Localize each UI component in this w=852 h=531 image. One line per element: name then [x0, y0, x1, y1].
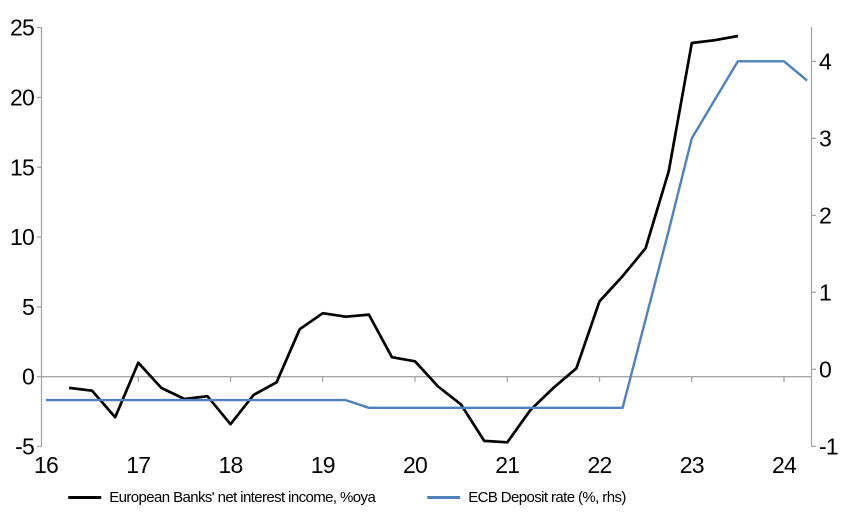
x-axis-tick-label: 18 — [219, 452, 243, 478]
legend-line-swatch-nii — [68, 496, 102, 499]
right-axis-tick-label: -1 — [819, 433, 838, 459]
x-axis-tick-label: 20 — [403, 452, 427, 478]
x-axis-tick-label: 19 — [311, 452, 335, 478]
left-axis-tick-label: 5 — [22, 294, 34, 320]
right-axis-tick-label: 0 — [819, 356, 831, 382]
right-axis-tick-label: 2 — [819, 202, 831, 228]
left-axis-tick-label: 25 — [10, 15, 34, 41]
left-axis-tick-label: 0 — [22, 364, 34, 390]
legend-label-ecb: ECB Deposit rate (%, rhs) — [468, 489, 626, 506]
legend-line-swatch-ecb — [427, 496, 461, 499]
x-axis-tick-label: 24 — [772, 452, 797, 478]
left-axis-tick-label: 20 — [10, 84, 34, 110]
left-axis-tick-label: -5 — [15, 434, 34, 460]
left-axis-tick-label: 10 — [10, 224, 34, 250]
legend-item-nii: European Banks' net interest income, %oy… — [68, 489, 376, 506]
x-axis-tick-label: 17 — [126, 452, 150, 478]
x-axis-tick-label: 23 — [680, 452, 704, 478]
legend-item-ecb: ECB Deposit rate (%, rhs) — [427, 489, 626, 506]
left-axis-tick-label: 15 — [10, 154, 34, 180]
x-axis-tick-label: 16 — [34, 452, 58, 478]
x-axis-tick-label: 21 — [495, 452, 519, 478]
x-axis-tick-label: 22 — [588, 452, 612, 478]
ecb-rate-series-line — [46, 60, 808, 409]
right-axis-tick-label: 4 — [819, 48, 832, 74]
right-axis-tick-label: 1 — [819, 279, 831, 305]
nii-series-line — [68, 34, 739, 444]
right-axis-tick-label: 3 — [819, 125, 831, 151]
chart-legend: European Banks' net interest income, %oy… — [68, 489, 626, 506]
legend-label-nii: European Banks' net interest income, %oy… — [109, 489, 376, 506]
